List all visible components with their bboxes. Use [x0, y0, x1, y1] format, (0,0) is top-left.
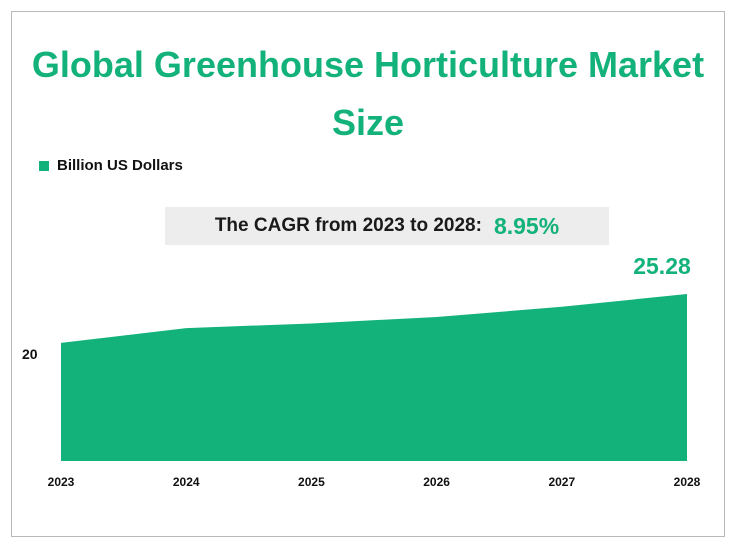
- legend-swatch: [39, 160, 49, 171]
- cagr-box: The CAGR from 2023 to 2028: 8.95%: [165, 207, 609, 245]
- cagr-label: The CAGR from 2023 to 2028:: [214, 215, 482, 236]
- x-tick-label: 2028: [674, 475, 701, 489]
- area-series: [61, 294, 687, 461]
- legend-label: Billion US Dollars: [57, 157, 183, 174]
- cagr-value: 8.95%: [493, 212, 560, 239]
- x-tick-label: 2024: [173, 475, 200, 489]
- x-tick-label: 2027: [548, 475, 575, 489]
- x-tick-label: 2026: [423, 475, 450, 489]
- y-tick-label: 20: [22, 346, 38, 362]
- x-tick-label: 2023: [48, 475, 75, 489]
- x-tick-label: 2025: [298, 475, 325, 489]
- value-label-2028: 25.28: [633, 253, 691, 279]
- chart-title: Global Greenhouse Horticulture Market Si…: [31, 44, 705, 143]
- legend: Billion US Dollars: [39, 157, 183, 174]
